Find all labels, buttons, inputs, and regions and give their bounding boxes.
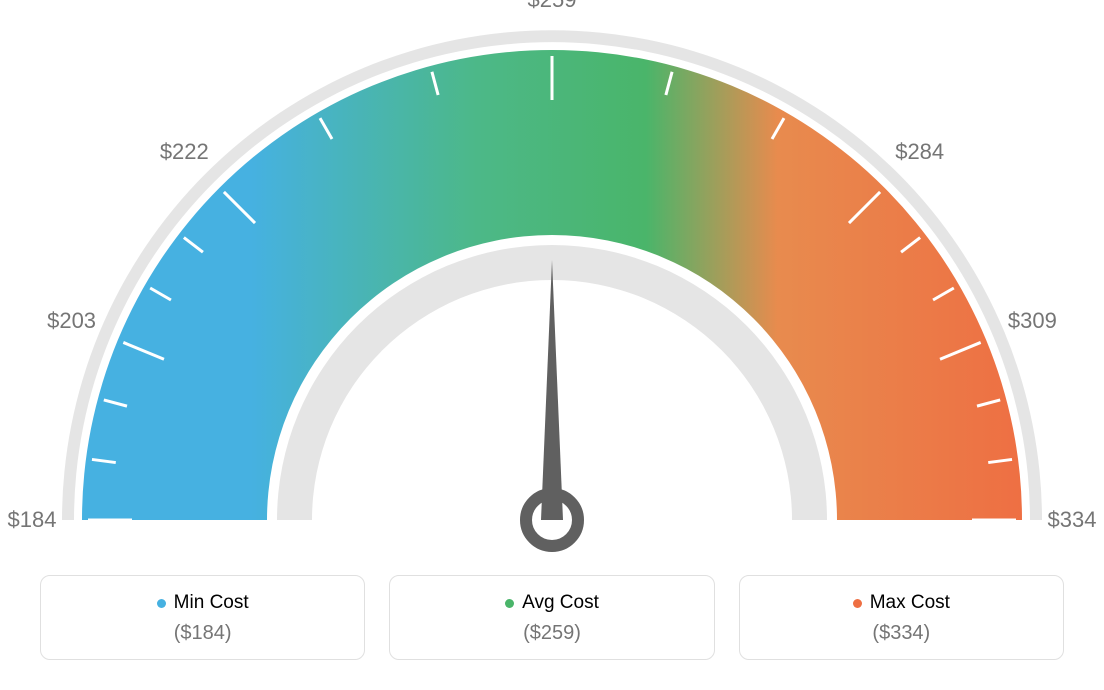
gauge-tick-label: $284 (895, 139, 944, 165)
gauge-tick-label: $203 (47, 308, 96, 334)
legend-title-max: Max Cost (853, 592, 950, 614)
legend-label-avg: Avg Cost (522, 592, 599, 614)
legend-card-max: Max Cost ($334) (739, 575, 1064, 660)
gauge-svg (0, 0, 1104, 560)
gauge-area: $184 $203 $222 $259 $284 $309 $334 (0, 0, 1104, 560)
legend-value-min: ($184) (51, 622, 354, 645)
gauge-tick-label: $309 (1008, 308, 1057, 334)
gauge-tick-label: $222 (160, 139, 209, 165)
legend-value-avg: ($259) (400, 622, 703, 645)
legend-card-avg: Avg Cost ($259) (389, 575, 714, 660)
legend-dot-max (853, 599, 862, 608)
legend: Min Cost ($184) Avg Cost ($259) Max Cost… (40, 575, 1064, 660)
gauge-tick-label: $334 (1048, 507, 1097, 533)
gauge-tick-label: $184 (8, 507, 57, 533)
cost-gauge-chart: $184 $203 $222 $259 $284 $309 $334 Min Cost ($… (0, 0, 1104, 690)
legend-label-max: Max Cost (870, 592, 950, 614)
legend-value-max: ($334) (750, 622, 1053, 645)
legend-label-min: Min Cost (174, 592, 249, 614)
legend-title-min: Min Cost (157, 592, 249, 614)
legend-dot-avg (505, 599, 514, 608)
legend-title-avg: Avg Cost (505, 592, 599, 614)
gauge-tick-label: $259 (528, 0, 577, 13)
legend-card-min: Min Cost ($184) (40, 575, 365, 660)
legend-dot-min (157, 599, 166, 608)
